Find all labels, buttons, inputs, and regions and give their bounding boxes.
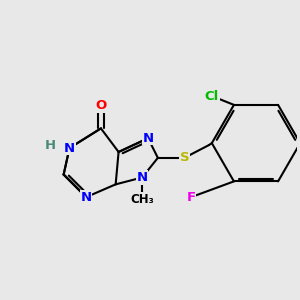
Text: N: N [136, 171, 148, 184]
Text: N: N [81, 190, 92, 204]
Text: S: S [179, 152, 189, 164]
Text: CH₃: CH₃ [130, 193, 154, 206]
Text: H: H [44, 139, 56, 152]
Text: F: F [187, 190, 196, 204]
Text: O: O [95, 99, 106, 112]
Text: Cl: Cl [205, 89, 219, 103]
Text: N: N [142, 132, 154, 145]
Text: N: N [64, 142, 75, 154]
